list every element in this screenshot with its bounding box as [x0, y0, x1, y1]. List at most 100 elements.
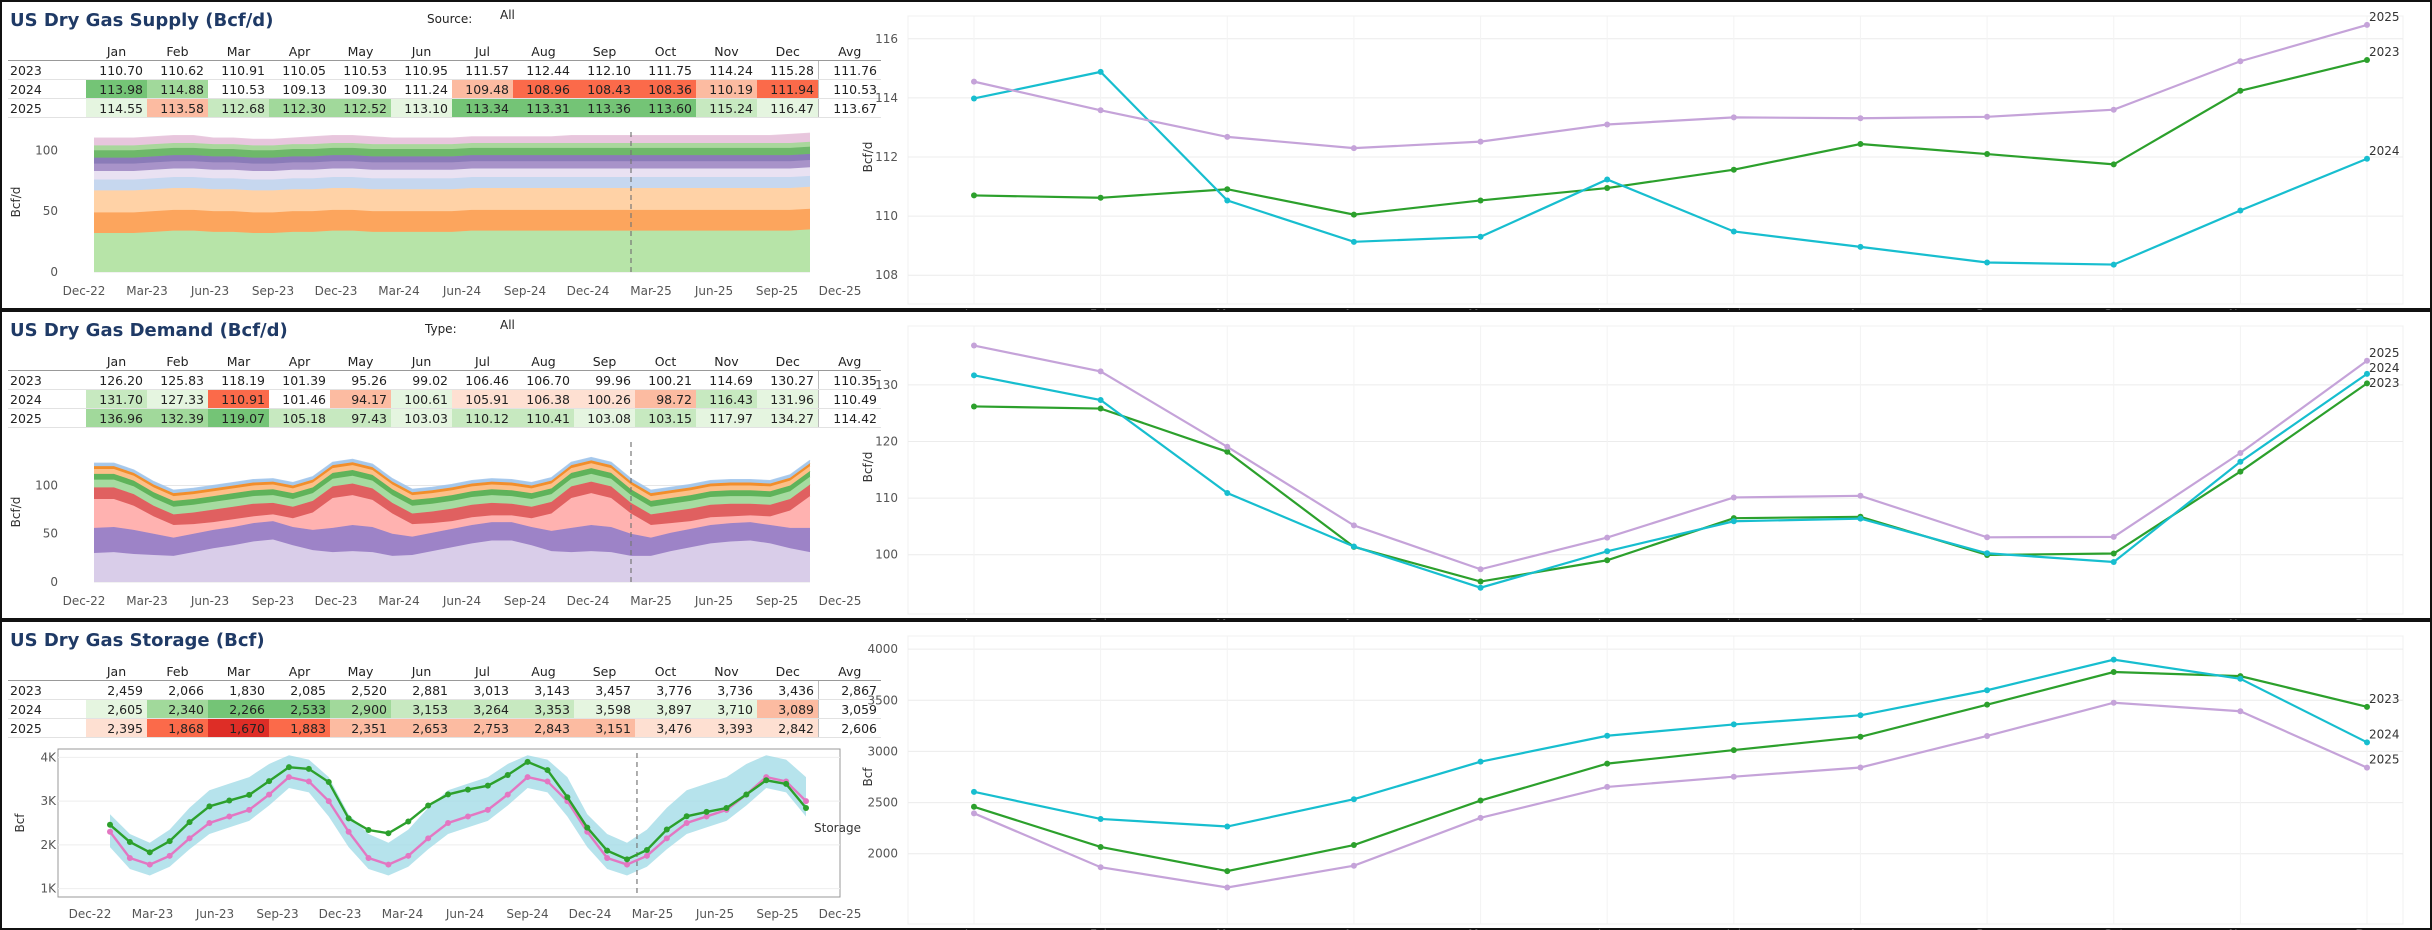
data-point: [1224, 197, 1231, 204]
data-point: [425, 802, 432, 809]
x-tick-label: Jun-24: [442, 284, 481, 298]
x-tick-label: Nov: [2229, 927, 2252, 930]
data-point: [266, 778, 273, 785]
table-cell: 3,457: [574, 680, 635, 700]
data-point: [1477, 197, 1484, 204]
data-point: [2364, 357, 2370, 364]
x-tick-label: Mar-25: [630, 594, 671, 608]
data-point: [1604, 176, 1611, 183]
area-band: [94, 186, 810, 213]
x-tick-label: Dec-25: [819, 907, 862, 921]
table-cell: 113.34: [452, 98, 513, 118]
plot-frame: [57, 748, 841, 898]
row-year: 2023: [8, 680, 86, 700]
data-point: [1350, 862, 1357, 869]
table-cell: 110.95: [391, 60, 452, 80]
data-point: [345, 815, 352, 822]
table-header-month: Jul: [452, 662, 513, 681]
row-average: 111.76: [818, 60, 881, 80]
data-point: [971, 78, 977, 85]
table-cell: 113.60: [635, 98, 696, 118]
data-point: [1477, 758, 1484, 765]
x-tick-label: Oct: [2103, 927, 2124, 930]
data-point: [524, 758, 531, 765]
table-cell: 127.33: [147, 389, 208, 409]
data-point: [2364, 764, 2370, 771]
table-cell: 106.70: [513, 370, 574, 390]
y-tick-label: 4K: [40, 750, 57, 764]
average-line: [109, 775, 807, 866]
series-label-2025: 2025: [2369, 346, 2400, 360]
data-point: [1350, 238, 1357, 245]
table-cell: 112.52: [330, 98, 391, 118]
table-header-month: Apr: [269, 42, 330, 61]
area-band: [94, 208, 810, 234]
table-cell: 105.91: [452, 389, 513, 409]
table-cell: 114.55: [86, 98, 147, 118]
y-tick-label: 2000: [867, 847, 898, 861]
table-cell: 115.24: [696, 98, 757, 118]
table-cell: 2,533: [269, 699, 330, 719]
area-edge: [94, 146, 811, 151]
data-point: [1604, 783, 1611, 790]
demand-area-chart: 0 50 100 Dec-22 Mar-23 Jun-23 Sep-23 Dec-23 Mar-…: [9, 442, 861, 608]
y-tick-label: 50: [43, 527, 58, 541]
table-cell: 100.21: [635, 370, 696, 390]
data-point: [365, 855, 372, 861]
table-header-month: Oct: [635, 42, 696, 61]
data-point: [1097, 107, 1104, 114]
data-point: [2364, 155, 2370, 162]
y-axis-label: Bcf: [861, 767, 875, 787]
x-tick-label: Aug: [1849, 927, 1872, 930]
x-tick-label: Dec-24: [567, 594, 610, 608]
data-point: [2237, 468, 2244, 475]
data-point: [1097, 397, 1104, 404]
data-point: [1984, 151, 1991, 158]
row-year: 2024: [8, 699, 86, 719]
data-point: [971, 95, 977, 102]
data-point: [2110, 550, 2117, 557]
table-header-month: Dec: [757, 352, 819, 371]
table-cell: 111.75: [635, 60, 696, 80]
x-tick-label: Dec-22: [63, 594, 106, 608]
storage-title: US Dry Gas Storage (Bcf): [10, 630, 265, 651]
table-cell: 3,736: [696, 680, 757, 700]
row-year: 2025: [8, 408, 86, 428]
y-tick-label: 2K: [40, 838, 57, 852]
table-cell: 110.91: [208, 60, 269, 80]
table-cell: 2,066: [147, 680, 208, 700]
table-cell: 110.19: [696, 79, 757, 99]
data-point: [2110, 656, 2117, 663]
supply-title: US Dry Gas Supply (Bcf/d): [10, 10, 274, 31]
data-point: [2237, 458, 2244, 465]
supply-filter-dropdown[interactable]: All: [500, 8, 515, 22]
data-point: [604, 847, 611, 854]
data-point: [1604, 732, 1611, 739]
table-cell: 2,753: [452, 718, 513, 738]
demand-filter-dropdown[interactable]: All: [500, 318, 515, 332]
data-point: [663, 835, 670, 842]
table-cell: 112.44: [513, 60, 574, 80]
series-line-2024: [973, 372, 2368, 589]
supply-table: Jan Feb Mar Apr May Jun Jul Aug Sep Oct Nov Dec Avg 2…: [8, 42, 881, 118]
table-cell: 126.20: [86, 370, 147, 390]
storage-table: Jan Feb Mar Apr May Jun Jul Aug Sep Oct Nov Dec Avg 2…: [8, 662, 881, 738]
table-cell: 1,830: [208, 680, 269, 700]
table-cell: 2,842: [757, 718, 819, 738]
data-point: [1097, 194, 1104, 201]
data-point: [1097, 815, 1104, 822]
table-header-month: Oct: [635, 662, 696, 681]
data-point: [2110, 106, 2117, 113]
data-point: [126, 838, 133, 845]
data-point: [1730, 494, 1737, 501]
data-point: [1730, 747, 1737, 754]
x-tick-label: Dec-23: [315, 284, 358, 298]
table-cell: 113.36: [574, 98, 635, 118]
table-cell: 130.27: [757, 370, 819, 390]
data-point: [971, 403, 977, 410]
table-cell: 115.28: [757, 60, 819, 80]
table-cell: 136.96: [86, 408, 147, 428]
table-cell: 103.08: [574, 408, 635, 428]
table-header-month: Jun: [391, 662, 452, 681]
x-tick-label: Mar-23: [132, 907, 173, 921]
